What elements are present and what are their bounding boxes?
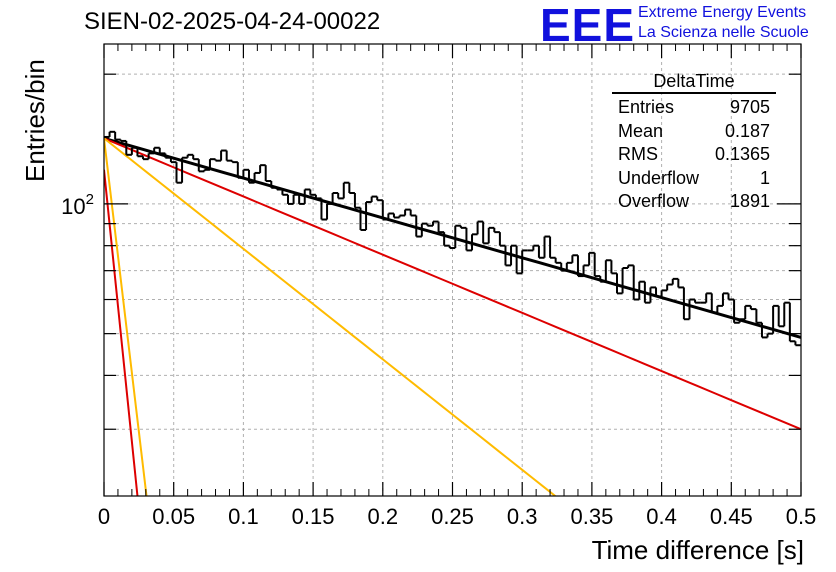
fit-curve-red_fast	[104, 169, 139, 496]
fit-curve-yellow_fast	[104, 138, 148, 496]
x-tick-label: 0.5	[786, 504, 817, 529]
x-tick-label: 0.1	[228, 504, 259, 529]
logo-subtitle-1: Extreme Energy Events	[638, 4, 807, 21]
x-tick-label: 0	[98, 504, 110, 529]
x-tick-label: 0.4	[646, 504, 677, 529]
stats-row-underflow: Underflow 1	[612, 167, 776, 191]
stats-label: Entries	[618, 97, 675, 117]
stats-label: Mean	[618, 120, 664, 141]
y-axis-title: Entries/bin	[20, 59, 50, 182]
x-tick-label: 0.05	[152, 504, 195, 529]
grid-lines	[104, 44, 801, 496]
fit-curve-yellow_slow	[104, 137, 556, 496]
stats-row-entries: Entries 9705	[612, 96, 776, 120]
x-axis-title: Time difference [s]	[591, 535, 804, 565]
stats-row-rms: RMS 0.1365	[612, 143, 776, 167]
logo-subtitle-2: La Scienza nelle Scuole	[638, 24, 809, 41]
stats-label: Overflow	[618, 191, 690, 211]
run-title: SIEN-02-2025-04-24-00022	[84, 8, 381, 35]
stats-value: 1	[759, 167, 770, 188]
y-tick-label: 102	[61, 191, 94, 219]
x-tick-label: 0.15	[292, 504, 335, 529]
stats-box: DeltaTime Entries 9705 Mean 0.187 RMS 0.…	[612, 70, 776, 214]
stats-value: 1891	[729, 191, 770, 211]
x-tick-label: 0.2	[368, 504, 399, 529]
x-tick-label: 0.35	[570, 504, 613, 529]
stats-value: 0.187	[724, 120, 770, 141]
stats-value: 0.1365	[714, 144, 770, 164]
histogram-layer	[104, 130, 801, 347]
x-tick-label: 0.3	[507, 504, 538, 529]
x-tick-label: 0.45	[710, 504, 753, 529]
eee-logo: EEE	[540, 0, 636, 51]
axis-ticks	[103, 44, 802, 496]
fit-curve-red_slow	[104, 137, 801, 431]
stats-value: 9705	[729, 97, 770, 117]
stats-row-mean: Mean 0.187	[612, 120, 776, 144]
stats-label: Underflow	[618, 167, 700, 188]
stats-row-overflow: Overflow 1891	[612, 190, 776, 214]
axis-tick-labels: 0 0.05 0.1 0.15 0.2 0.25 0.3 0.35 0.4 0.45 0.5 102	[61, 191, 816, 529]
stats-label: RMS	[618, 144, 658, 164]
y-tick-label-exponent: 2	[86, 191, 94, 208]
y-tick-label-base: 10	[61, 194, 85, 219]
stats-title: DeltaTime	[612, 70, 776, 94]
x-tick-label: 0.25	[431, 504, 474, 529]
